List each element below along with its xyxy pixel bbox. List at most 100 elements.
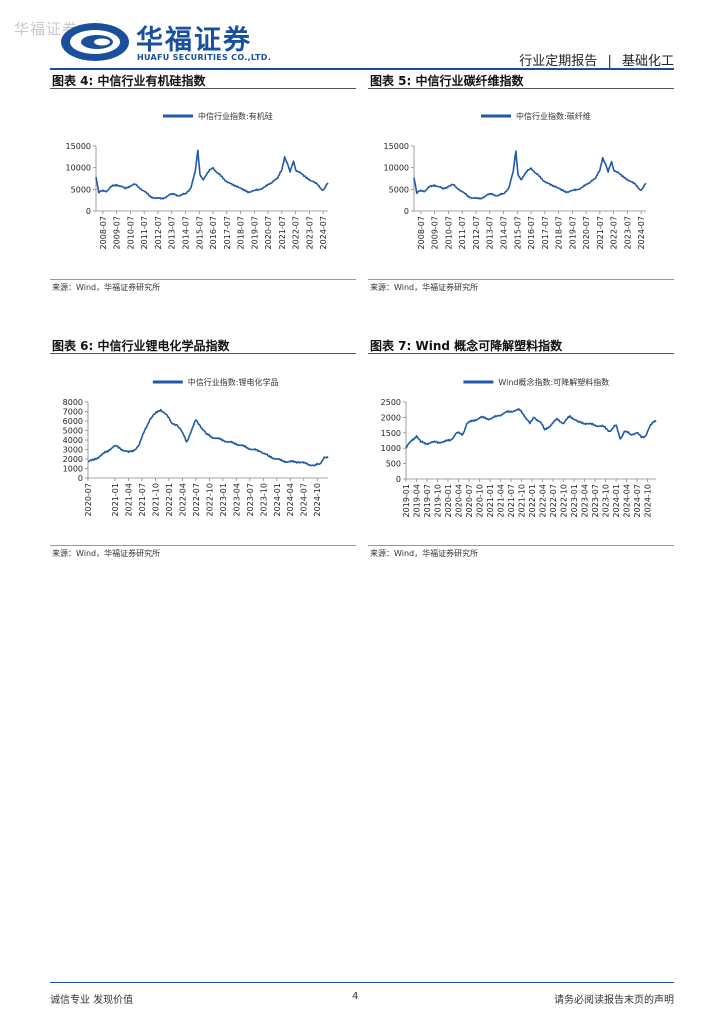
y-tick-label: 500	[386, 460, 401, 469]
x-tick-label: 2018-07	[555, 216, 564, 249]
brand-name-en: HUAFU SECURITIES CO.,LTD.	[137, 53, 272, 62]
figure-title-6: 图表 6: 中信行业锂电化学品指数	[52, 339, 230, 353]
x-tick-label: 2024-01	[612, 484, 621, 517]
footer-slogan: 诚信专业 发现价值	[50, 995, 134, 1006]
x-tick-label: 2022-07	[610, 216, 619, 249]
x-tick-label: 2021-07	[596, 216, 605, 249]
x-tick-label: 2016-07	[527, 216, 536, 249]
x-tick-label: 2023-07	[305, 216, 314, 249]
y-tick-label: 15000	[66, 142, 91, 151]
source-rule-6	[50, 545, 356, 546]
x-tick-label: 2024-07	[319, 216, 328, 249]
x-tick-label: 2022-01	[528, 484, 537, 517]
y-tick-label: 2000	[63, 455, 83, 464]
x-tick-label: 2017-07	[223, 216, 232, 249]
x-tick-label: 2022-04	[539, 484, 548, 517]
figure-source-6: 来源：Wind，华福证券研究所	[52, 549, 161, 558]
chart-lithium-chemicals: 中信行业指数:锂电化学品 0100020003000400050006000700…	[63, 377, 329, 516]
x-tick-label: 2021-04	[497, 484, 506, 517]
y-tick-label: 5000	[63, 427, 83, 436]
y-tick-label: 0	[78, 474, 83, 483]
x-tick-label: 2023-01	[570, 484, 579, 517]
figure-rule-5	[368, 88, 674, 89]
x-tick-label: 2023-07	[591, 484, 600, 517]
x-tick-label: 2024-07	[637, 216, 646, 249]
x-tick-label: 2021-01	[111, 483, 120, 516]
x-tick-label: 2010-07	[126, 216, 135, 249]
figure-rule-7	[368, 353, 674, 354]
x-tick-label: 2013-07	[168, 216, 177, 249]
x-tick-label: 2014-07	[499, 216, 508, 249]
x-tick-label: 2019-01	[402, 484, 411, 517]
x-tick-label: 2022-07	[292, 216, 301, 249]
x-tick-label: 2023-10	[259, 483, 268, 516]
source-rule-4	[50, 279, 356, 280]
x-tick-label: 2023-07	[246, 483, 255, 516]
x-tick-label: 2020-04	[455, 484, 464, 517]
x-tick-label: 2013-07	[486, 216, 495, 249]
y-tick-label: 4000	[63, 436, 83, 445]
header-separator: |	[607, 54, 612, 69]
x-tick-label: 2015-07	[195, 216, 204, 249]
y-tick-label: 0	[404, 207, 409, 216]
figure-title-5: 图表 5: 中信行业碳纤维指数	[370, 74, 524, 88]
chart-legend: Wind概念指数:可降解塑料指数	[463, 377, 609, 387]
y-tick-label: 10000	[384, 164, 409, 173]
footer-divider	[50, 982, 674, 983]
x-tick-label: 2021-07	[507, 484, 516, 517]
x-tick-label: 2020-07	[582, 216, 591, 249]
x-tick-label: 2021-01	[486, 484, 495, 517]
x-tick-label: 2019-10	[434, 484, 443, 517]
x-tick-label: 2015-07	[513, 216, 522, 249]
y-tick-label: 1000	[381, 444, 401, 453]
y-tick-label: 0	[86, 207, 91, 216]
x-tick-label: 2022-07	[549, 484, 558, 517]
x-tick-label: 2017-07	[541, 216, 550, 249]
figure-source-7: 来源：Wind，华福证券研究所	[370, 549, 479, 558]
y-tick-label: 10000	[66, 164, 91, 173]
y-tick-label: 15000	[384, 142, 409, 151]
x-tick-label: 2012-07	[154, 216, 163, 249]
x-tick-label: 2008-07	[99, 216, 108, 249]
y-tick-label: 7000	[63, 408, 83, 417]
x-tick-label: 2023-04	[232, 483, 241, 516]
x-tick-label: 2021-10	[151, 483, 160, 516]
x-tick-label: 2020-10	[476, 484, 485, 517]
x-tick-label: 2020-07	[264, 216, 273, 249]
x-tick-label: 2024-07	[300, 483, 309, 516]
x-tick-label: 2021-04	[124, 483, 133, 516]
figure-title-4: 图表 4: 中信行业有机硅指数	[52, 74, 206, 88]
source-rule-5	[368, 279, 674, 280]
x-tick-label: 2022-07	[192, 483, 201, 516]
x-tick-label: 2020-07	[84, 483, 93, 516]
figure-source-4: 来源：Wind，华福证券研究所	[52, 283, 161, 292]
chart-carbon-fiber: 中信行业指数:碳纤维 0 5000 10000 15000 2008-07 2009-07 2…	[384, 111, 647, 249]
report-sector: 基础化工	[621, 54, 674, 69]
x-tick-label: 2024-04	[623, 484, 632, 517]
y-tick-label: 5000	[389, 185, 409, 194]
watermark: 华福证券	[14, 20, 79, 38]
series-line	[87, 408, 329, 467]
figure-rule-6	[50, 353, 356, 354]
footer-disclaimer: 请务必阅读报告末页的声明	[554, 995, 674, 1006]
legend-label: 中信行业指数:有机硅	[198, 111, 273, 121]
x-tick-label: 2008-07	[417, 216, 426, 249]
x-tick-label: 2022-10	[560, 484, 569, 517]
x-tick-label: 2022-01	[165, 483, 174, 516]
x-tick-label: 2024-01	[273, 483, 282, 516]
x-tick-label: 2018-07	[237, 216, 246, 249]
chart-degradable-plastics: Wind概念指数:可降解塑料指数 0 500 1000 1500 2000 2500 2019…	[381, 377, 657, 517]
x-tick-label: 2021-07	[278, 216, 287, 249]
x-tick-label: 2019-07	[423, 484, 432, 517]
y-tick-label: 8000	[63, 398, 83, 407]
x-tick-label: 2010-07	[444, 216, 453, 249]
chart-legend: 中信行业指数:有机硅	[163, 111, 273, 121]
source-rule-7	[368, 545, 674, 546]
page-number: 4	[352, 991, 359, 1002]
x-tick-label: 2012-07	[472, 216, 481, 249]
chart-organosilicon: 中信行业指数:有机硅 0 5000 10000 15000 2008-07 2009-07 2…	[66, 111, 329, 249]
series-line	[413, 150, 647, 200]
x-tick-label: 2019-07	[250, 216, 259, 249]
brand-name-cn: 华福证券	[136, 25, 252, 56]
x-tick-label: 2023-07	[623, 216, 632, 249]
